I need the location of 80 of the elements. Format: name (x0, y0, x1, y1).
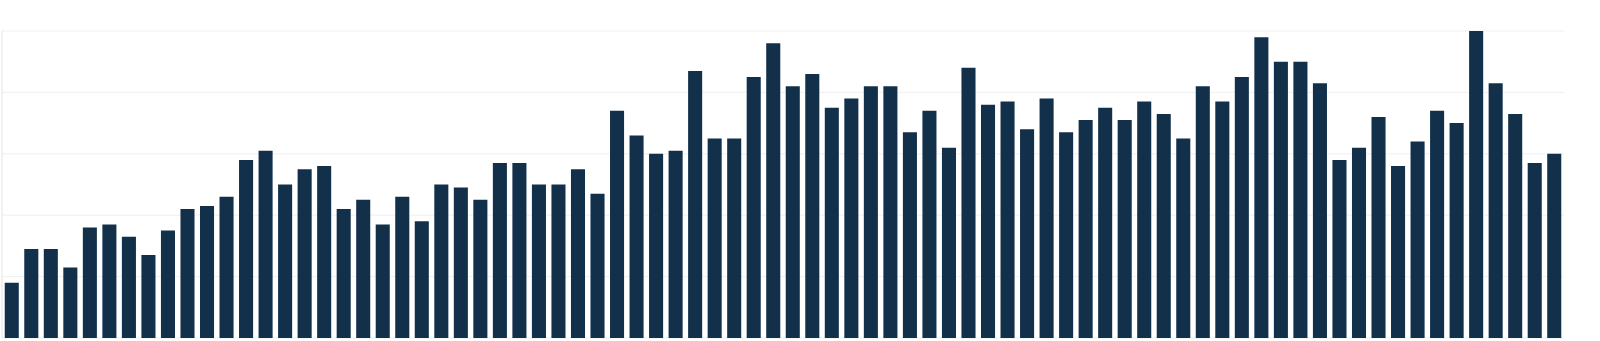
bar (1293, 61, 1308, 338)
bar (473, 199, 488, 338)
bar (805, 73, 820, 338)
bar (1215, 101, 1230, 338)
bar (1430, 110, 1445, 338)
bar (1254, 37, 1269, 338)
bar (629, 135, 644, 338)
bar (766, 43, 781, 338)
bar (902, 132, 917, 338)
bar (883, 86, 898, 338)
bar (1176, 138, 1191, 338)
bar (531, 184, 546, 338)
bar (863, 86, 878, 338)
bar (375, 224, 390, 338)
bar (824, 107, 839, 338)
bar (1508, 113, 1523, 338)
bar (844, 98, 859, 338)
bar (512, 163, 527, 338)
bar (1371, 116, 1386, 338)
bar (688, 70, 703, 338)
bar (785, 86, 800, 338)
bar (199, 205, 215, 338)
bar (317, 166, 332, 338)
bar (1234, 77, 1249, 338)
bar (1488, 83, 1503, 338)
bar (180, 209, 195, 338)
bar (980, 104, 996, 338)
bar (1273, 61, 1288, 338)
bar (219, 196, 234, 338)
bar (356, 199, 371, 338)
bar (922, 110, 937, 338)
bar (492, 163, 507, 338)
bar (727, 138, 742, 338)
bar (1195, 86, 1210, 338)
bar (1527, 163, 1542, 338)
bar (1410, 141, 1425, 338)
bar (590, 193, 605, 338)
bar (43, 248, 58, 338)
bar (746, 77, 761, 338)
bar (668, 150, 683, 338)
bar (278, 184, 293, 338)
bar (707, 138, 722, 338)
bar (63, 267, 78, 338)
bar (82, 227, 97, 338)
bar (961, 67, 976, 338)
bar (258, 150, 273, 338)
bar (941, 147, 956, 338)
bar (1098, 107, 1113, 338)
bar (1332, 159, 1347, 338)
bar (1039, 98, 1054, 338)
bar (1156, 113, 1171, 338)
bar (336, 209, 351, 338)
bar (1391, 166, 1406, 338)
bar (1020, 129, 1035, 338)
bar (1059, 132, 1074, 338)
bar (239, 159, 254, 338)
bar (1469, 30, 1484, 338)
bar (160, 230, 175, 338)
bar (453, 187, 468, 338)
bar (1547, 153, 1562, 338)
bar (1078, 120, 1093, 338)
bar (551, 184, 566, 338)
bar (610, 110, 625, 338)
bar (434, 184, 449, 338)
bar (570, 169, 586, 338)
bar (121, 236, 136, 338)
bar (1000, 101, 1015, 338)
bar (414, 221, 429, 338)
bar (649, 153, 664, 338)
bar (395, 196, 410, 338)
bar (1351, 147, 1367, 338)
bar (4, 282, 19, 338)
bar (1449, 123, 1464, 338)
bar (24, 248, 39, 338)
bar (1312, 83, 1327, 338)
bar (141, 255, 156, 338)
bar (1117, 120, 1132, 338)
bar (1137, 101, 1152, 338)
bar (297, 169, 312, 338)
bar (102, 224, 117, 338)
